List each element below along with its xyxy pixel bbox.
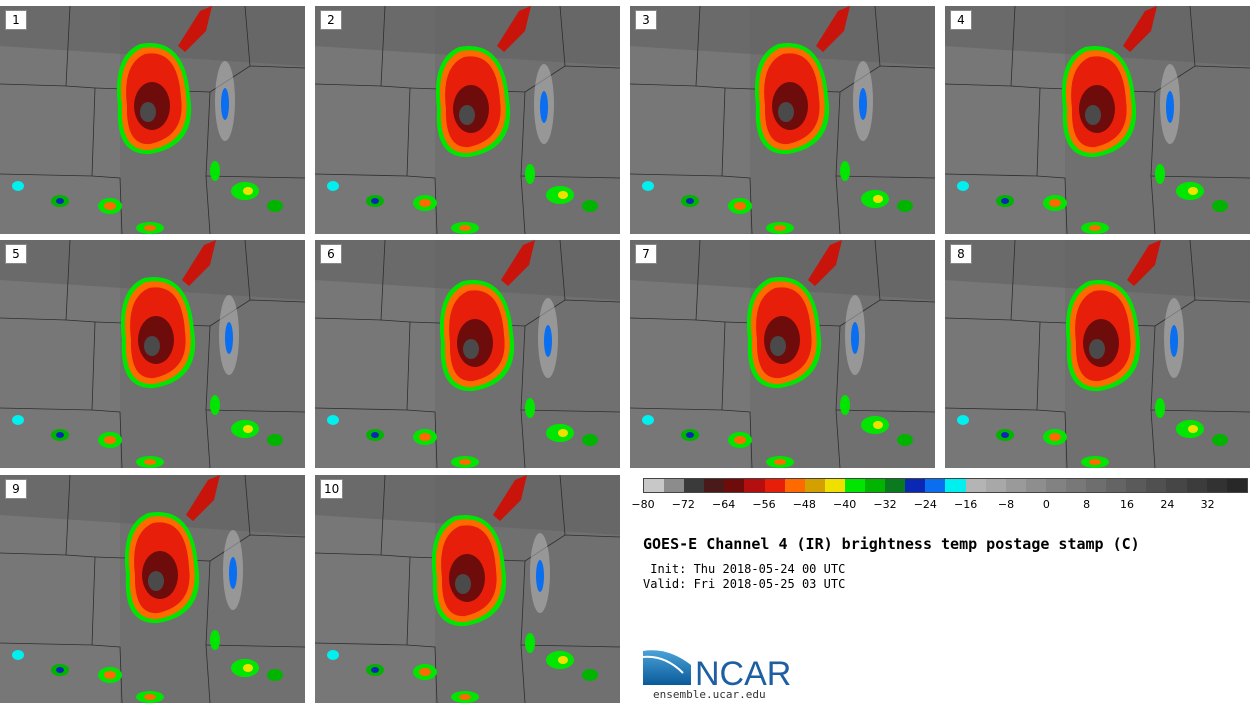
panel-number-label: 8 [950,244,972,264]
colorbar-swatch [1065,479,1087,492]
colorbar-swatch [684,479,705,492]
colorbar-swatch [985,479,1006,492]
colorbar-tick-label: −64 [712,498,736,511]
colorbar-swatch [704,479,725,492]
colorbar-ticks: −80 −72 −64 −56 −48 −40 −32 −24 −16 −8 0 8 16 24 32 [631,498,1248,512]
colorbar-swatch [644,479,665,492]
panel-number-label: 6 [320,244,342,264]
colorbar-swatch [1106,479,1127,492]
panel-number-label: 10 [320,479,344,499]
panel-number-label: 3 [635,10,657,30]
colorbar-swatch [1226,479,1247,492]
panel-number-label: 7 [635,244,657,264]
satellite-panel: 5 [0,240,305,468]
colorbar-swatch [905,479,926,492]
colorbar-tick-label: 32 [1200,498,1215,511]
satellite-panel: 10 [315,475,620,703]
colorbar-tick-label: −72 [671,498,695,511]
colorbar-swatch [1086,479,1107,492]
valid-time: Valid: Fri 2018-05-25 03 UTC [643,577,846,591]
colorbar-swatch [865,479,886,492]
figure-title: GOES-E Channel 4 (IR) brightness temp po… [643,535,1140,553]
colorbar-tick-label: −40 [833,498,857,511]
colorbar-swatch [885,479,906,492]
ncar-logo: NCAR [643,650,791,690]
colorbar-tick-label: 16 [1120,498,1134,511]
ncar-wordmark: NCAR [695,655,791,690]
satellite-panel: 6 [315,240,620,468]
website-url: ensemble.ucar.edu [653,688,766,701]
satellite-panel: 8 [945,240,1250,468]
satellite-panel: 4 [945,6,1250,234]
colorbar-swatch [925,479,946,492]
colorbar-tick-label: −16 [954,498,978,511]
satellite-panel: 3 [630,6,935,234]
colorbar-swatch [1126,479,1147,492]
colorbar-tick-label: −48 [792,498,816,511]
init-time: Init: Thu 2018-05-24 00 UTC [643,562,846,576]
colorbar-swatch [764,479,785,492]
colorbar-swatch [804,479,825,492]
panel-number-label: 2 [320,10,342,30]
colorbar-swatch [1166,479,1187,492]
colorbar-swatch [965,479,986,492]
colorbar-tick-label: −32 [873,498,897,511]
satellite-panel: 1 [0,6,305,234]
panel-number-label: 9 [5,479,27,499]
colorbar-swatch [1186,479,1207,492]
colorbar-tick-label: 8 [1083,498,1091,511]
colorbar-swatch [724,479,745,492]
colorbar-swatch [664,479,685,492]
colorbar-tick-label: −56 [752,498,776,511]
colorbar-tick-label: −8 [997,498,1015,511]
colorbar-swatch [1025,479,1046,492]
panel-number-label: 5 [5,244,27,264]
colorbar-tick-label: −80 [631,498,655,511]
panel-number-label: 1 [5,10,27,30]
satellite-panel: 7 [630,240,935,468]
colorbar-swatch [824,479,845,492]
colorbar-swatch [844,479,866,492]
satellite-panel: 2 [315,6,620,234]
colorbar-swatch [1206,479,1227,492]
colorbar-swatch [945,479,966,492]
colorbar-tick-label: −24 [913,498,937,511]
colorbar-swatch [784,479,805,492]
colorbar-swatch [744,479,765,492]
colorbar-swatch [1045,479,1066,492]
colorbar-tick-label: 0 [1042,498,1050,511]
colorbar-swatch [1146,479,1167,492]
colorbar [643,478,1248,493]
colorbar-swatch [1005,479,1026,492]
colorbar-tick-label: 24 [1160,498,1175,511]
panel-number-label: 4 [950,10,972,30]
satellite-panel: 9 [0,475,305,703]
